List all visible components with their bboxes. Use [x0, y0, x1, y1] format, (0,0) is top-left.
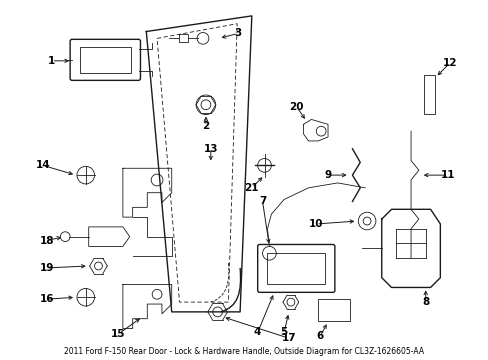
Text: 13: 13: [203, 144, 218, 154]
Text: 2: 2: [202, 121, 209, 131]
Text: 11: 11: [440, 170, 454, 180]
Text: 16: 16: [40, 294, 54, 304]
Text: 6: 6: [316, 331, 323, 341]
Text: 1: 1: [48, 56, 55, 66]
Text: 20: 20: [289, 102, 304, 112]
Text: 15: 15: [110, 329, 125, 339]
Text: 7: 7: [258, 197, 265, 207]
Text: 9: 9: [324, 170, 331, 180]
Text: 17: 17: [281, 333, 296, 343]
Text: 8: 8: [421, 297, 428, 307]
Text: 3: 3: [234, 28, 241, 39]
Text: 14: 14: [36, 160, 50, 170]
Text: 10: 10: [308, 219, 323, 229]
Text: 12: 12: [442, 58, 456, 68]
Text: 5: 5: [280, 327, 287, 337]
Text: 4: 4: [253, 327, 261, 337]
Text: 18: 18: [40, 235, 54, 246]
Bar: [80, 47, 130, 73]
Text: 19: 19: [40, 263, 54, 273]
Bar: [423, 75, 435, 113]
Bar: [318, 299, 349, 321]
Text: 2011 Ford F-150 Rear Door - Lock & Hardware Handle, Outside Diagram for CL3Z-162: 2011 Ford F-150 Rear Door - Lock & Hardw…: [64, 347, 424, 356]
Text: 21: 21: [244, 183, 259, 193]
Bar: [267, 253, 325, 284]
